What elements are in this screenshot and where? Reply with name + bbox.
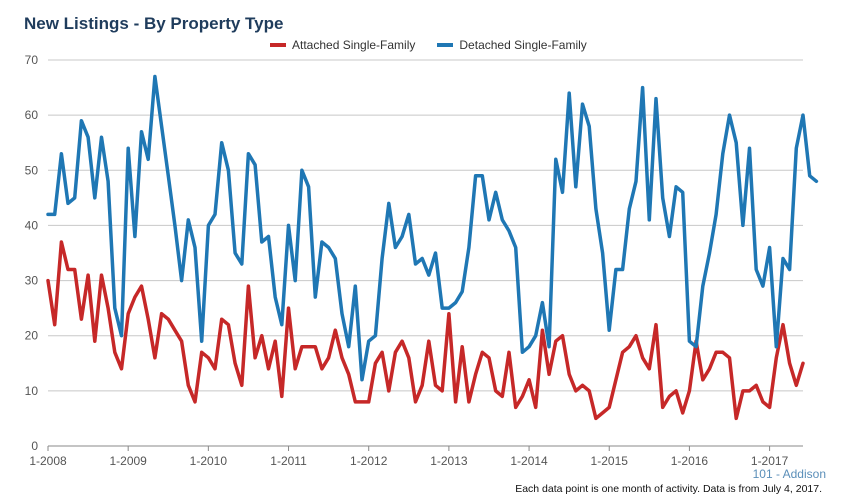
- y-tick-label: 60: [25, 108, 39, 122]
- legend-label-detached: Detached Single-Family: [459, 38, 587, 52]
- series-line-detached: [46, 74, 819, 382]
- y-tick-label: 10: [25, 384, 39, 398]
- legend-item-attached[interactable]: Attached Single-Family: [270, 38, 415, 52]
- x-tick-label: 1-2016: [671, 454, 709, 468]
- y-tick-label: 30: [25, 274, 39, 288]
- legend-label-attached: Attached Single-Family: [292, 38, 416, 52]
- x-tick-label: 1-2009: [109, 454, 147, 468]
- x-tick-label: 1-2015: [591, 454, 629, 468]
- x-tick-label: 1-2013: [430, 454, 468, 468]
- x-tick-label: 1-2008: [29, 454, 67, 468]
- y-tick-label: 20: [25, 329, 39, 343]
- series-line-attached: [46, 240, 805, 421]
- location-label: 101 - Addison: [752, 467, 826, 481]
- chart-legend: Attached Single-Family Detached Single-F…: [270, 38, 587, 52]
- x-tick-label: 1-2010: [190, 454, 228, 468]
- legend-swatch-detached: [437, 43, 454, 47]
- legend-swatch-attached: [270, 43, 286, 47]
- y-tick-label: 0: [31, 439, 38, 453]
- y-tick-label: 40: [25, 218, 39, 232]
- chart-title: New Listings - By Property Type: [24, 14, 284, 33]
- y-tick-label: 70: [25, 53, 39, 67]
- x-tick-label: 1-2012: [350, 454, 388, 468]
- x-tick-label: 1-2014: [510, 454, 548, 468]
- legend-item-detached[interactable]: Detached Single-Family: [437, 38, 587, 52]
- y-tick-label: 50: [25, 163, 39, 177]
- x-tick-label: 1-2017: [751, 454, 789, 468]
- x-tick-label: 1-2011: [270, 454, 307, 468]
- data-note: Each data point is one month of activity…: [515, 483, 822, 495]
